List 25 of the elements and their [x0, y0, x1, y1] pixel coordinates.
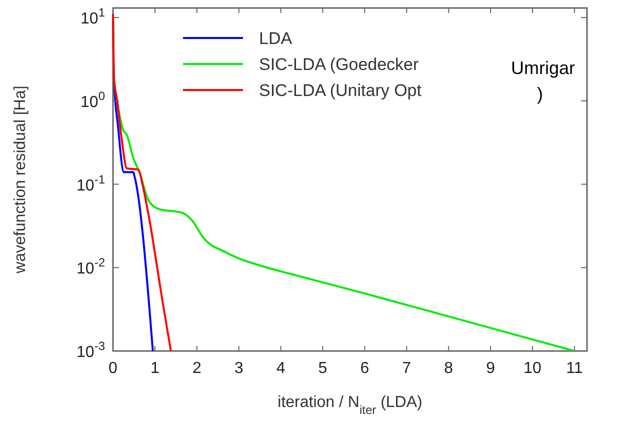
x-tick-label: 0 [108, 360, 118, 377]
y-tick-label: 10$^{-2}$ [76, 256, 106, 278]
x-tick-label: 8 [444, 360, 454, 377]
x-tick-label: 3 [234, 360, 244, 377]
y-tick-label: 10$^{-1}$ [76, 172, 106, 194]
x-axis-title: iteration / N$_{iter}$ (LDA) [278, 394, 422, 417]
x-tick-label: 10 [524, 360, 542, 377]
line-series [112, 13, 172, 351]
y-tick-label: 10$^{0}$ [80, 88, 106, 111]
annotation: ) [537, 84, 543, 104]
y-tick-label: 10$^{-3}$ [76, 339, 106, 361]
legend-label: SIC-LDA (Unitary Opt [259, 81, 422, 100]
x-tick-label: 11 [566, 360, 583, 377]
legend-label: SIC-LDA (Goedecker [259, 55, 420, 74]
x-tick-label: 7 [402, 360, 412, 377]
x-tick-label: 9 [486, 360, 496, 377]
y-axis-title: wavefunction residual [Ha] [12, 86, 29, 274]
annotation: Umrigar [510, 58, 576, 78]
legend-label: LDA [259, 29, 293, 48]
x-tick-label: 5 [318, 360, 328, 377]
y-tick-label: 10$^{1}$ [80, 6, 106, 28]
x-tick-label: 2 [192, 360, 202, 377]
x-tick-label: 4 [276, 360, 286, 377]
x-tick-label: 6 [360, 360, 370, 377]
x-tick-label: 1 [150, 360, 160, 377]
